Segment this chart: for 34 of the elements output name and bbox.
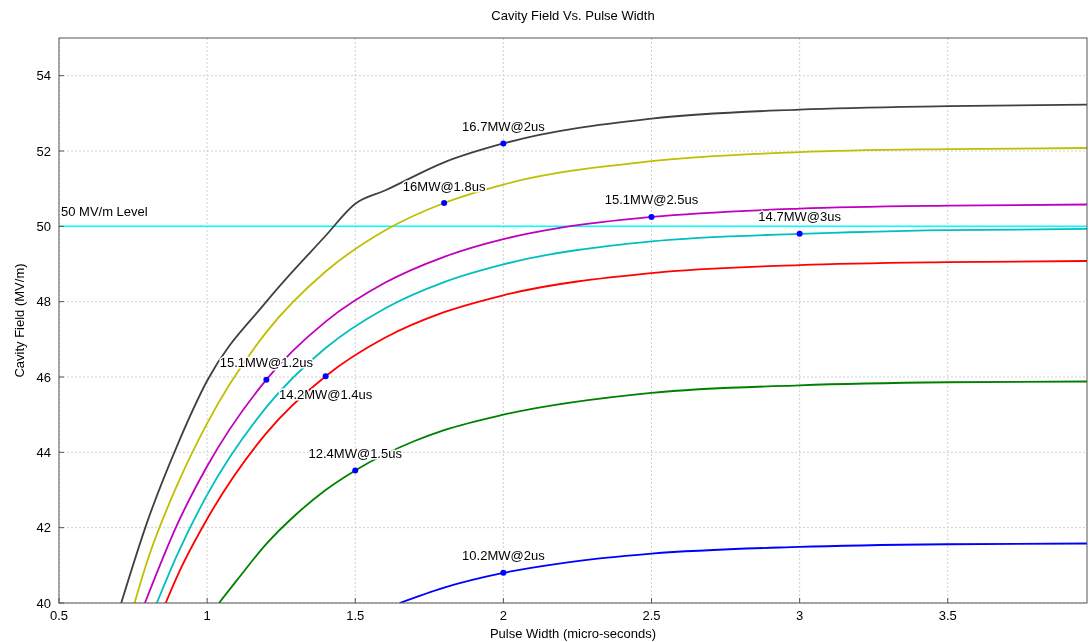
x-tick-label: 1.5: [346, 608, 365, 623]
point: [500, 140, 507, 147]
x-tick-label: 3.5: [938, 608, 957, 623]
chart-title: Cavity Field Vs. Pulse Width: [491, 8, 655, 23]
x-tick-label: 2: [499, 608, 507, 623]
annotation: 15.1MW@2.5us: [604, 192, 699, 208]
y-tick-label: 52: [36, 143, 51, 159]
x-tick-label: 0.5: [49, 608, 69, 623]
y-tick-label: 46: [36, 369, 51, 385]
annotation: 14.7MW@3us: [758, 209, 842, 225]
point: [263, 376, 270, 383]
y-tick-label: 54: [36, 68, 51, 84]
point: [352, 467, 359, 474]
y-tick-label: 48: [36, 294, 51, 310]
point: [500, 569, 507, 576]
annotation: 16MW@1.8us: [402, 178, 486, 194]
point: [796, 230, 803, 237]
point: [441, 199, 448, 206]
y-axis-title: Cavity Field (MV/m): [12, 263, 27, 378]
x-axis-title: Pulse Width (micro-seconds): [489, 626, 657, 641]
x-tick-label: 3: [796, 608, 804, 623]
point: [322, 373, 329, 380]
annotation: 16.7MW@2us: [462, 119, 546, 135]
y-tick-label: 40: [36, 595, 51, 611]
line-series: [218, 380, 1087, 603]
y-tick-label: 50: [36, 218, 51, 234]
line-series: [398, 542, 1087, 603]
y-tick-label: 42: [36, 520, 51, 536]
point: [648, 213, 655, 220]
annotation: 10.2MW@2us: [462, 548, 546, 564]
y-tick-label: 44: [36, 444, 51, 460]
x-tick-label: 1: [203, 608, 211, 623]
x-tick-label: 2.5: [642, 608, 661, 623]
ref-line-label: 50 MV/m Level: [61, 204, 148, 220]
